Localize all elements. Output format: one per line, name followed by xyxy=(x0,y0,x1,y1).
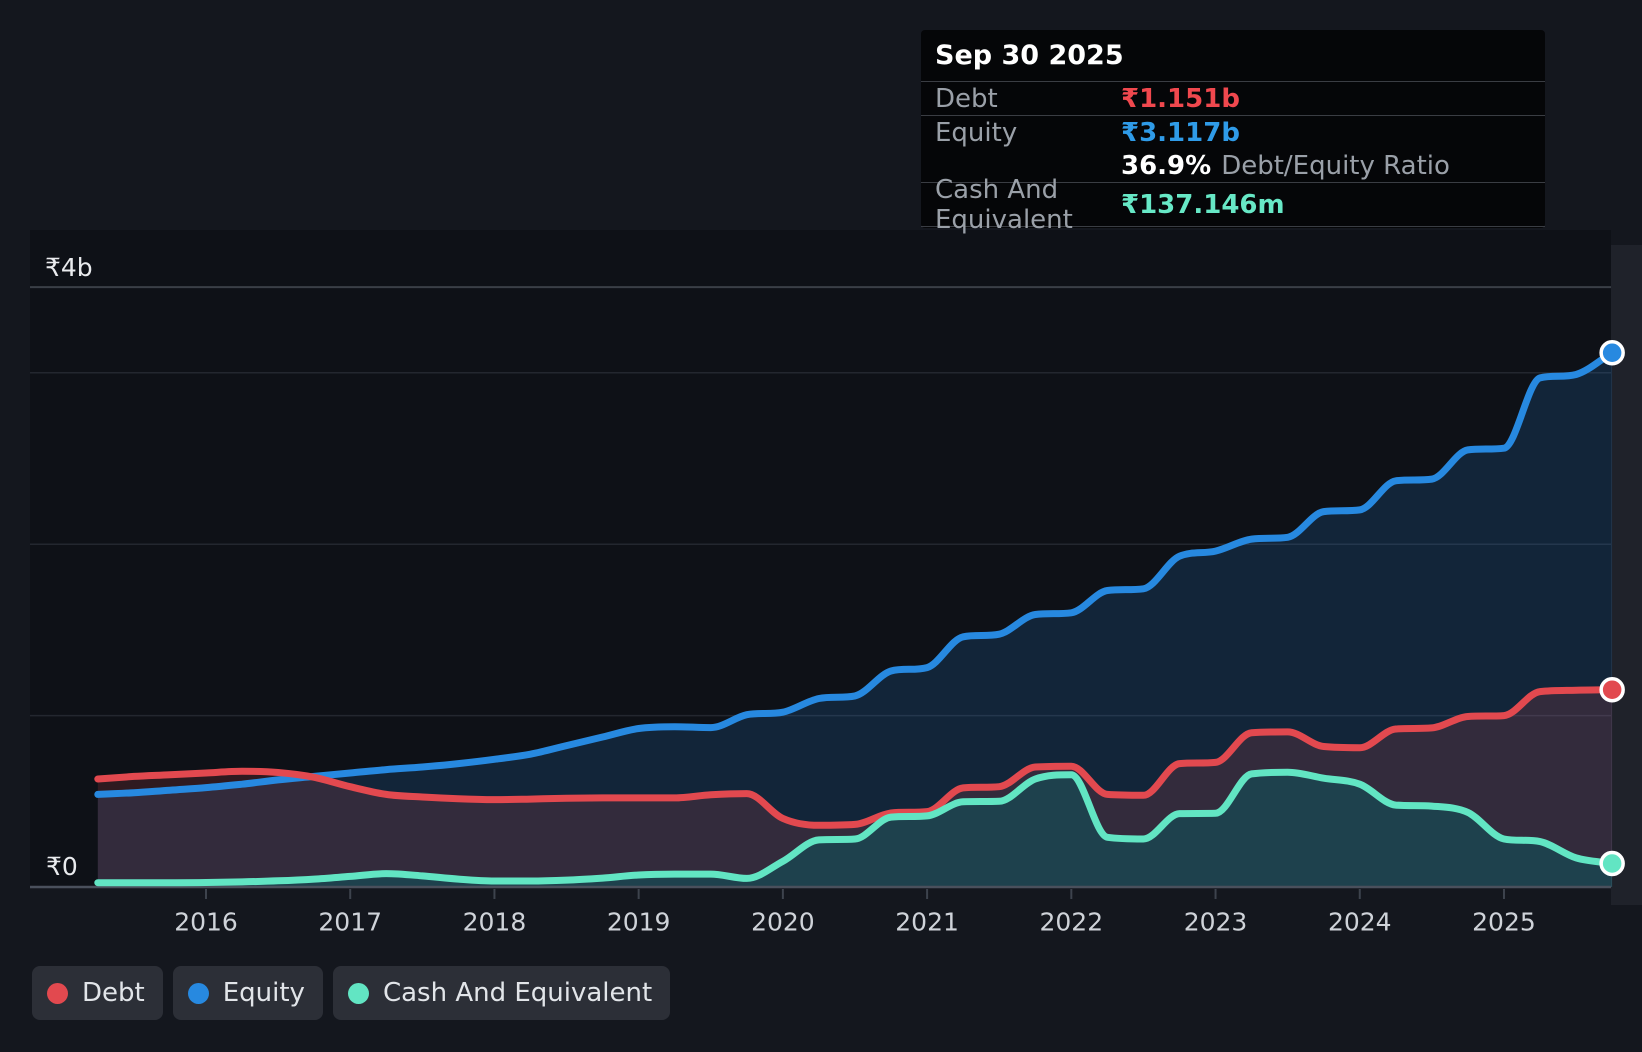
tooltip-row-ratio: 36.9% Debt/Equity Ratio xyxy=(921,149,1545,183)
svg-text:2016: 2016 xyxy=(174,907,238,936)
svg-text:2018: 2018 xyxy=(463,907,527,936)
series-line-equity xyxy=(94,349,1616,798)
gridlines xyxy=(30,286,1611,717)
svg-text:2017: 2017 xyxy=(318,907,382,936)
legend-debt-label: Debt xyxy=(82,978,145,1008)
x-axis-ticks xyxy=(205,889,1505,899)
legend-item-equity[interactable]: Equity xyxy=(172,966,323,1020)
tooltip-row-cash: Cash And Equivalent ₹137.146m xyxy=(921,175,1545,235)
tooltip-equity-value: ₹3.117b xyxy=(1121,117,1240,148)
tooltip-ratio-label: Debt/Equity Ratio xyxy=(1221,150,1450,181)
svg-text:2022: 2022 xyxy=(1040,907,1104,936)
equity-series-dot-icon xyxy=(187,982,209,1004)
endpoint-dot-cash-and-equivalent xyxy=(1599,850,1625,877)
tooltip-debt-label: Debt xyxy=(935,83,998,114)
tooltip-date: Sep 30 2025 xyxy=(921,30,1545,82)
series-lines xyxy=(94,339,1625,887)
tooltip-row-equity: Equity ₹3.117b xyxy=(921,116,1545,149)
series-areas xyxy=(97,352,1613,887)
tooltip-debt-value: ₹1.151b xyxy=(1121,83,1240,114)
chart-legend: Debt Equity Cash And Equivalent xyxy=(32,966,671,1020)
legend-cash-label: Cash And Equivalent xyxy=(382,978,653,1008)
series-line-cash-and-equivalent xyxy=(94,768,1616,887)
x-axis-labels: 2016 2017 2018 2019 2020 2021 2022 2023 2024 2025 xyxy=(174,907,1536,936)
cash-series-dot-icon xyxy=(347,982,369,1004)
tooltip-cash-value: ₹137.146m xyxy=(1121,189,1285,220)
svg-text:2024: 2024 xyxy=(1328,907,1392,936)
legend-item-cash[interactable]: Cash And Equivalent xyxy=(332,966,671,1020)
svg-text:2019: 2019 xyxy=(607,907,671,936)
y-axis-zero-label: ₹0 xyxy=(46,852,78,881)
endpoint-dot-debt xyxy=(1599,676,1625,703)
legend-item-debt[interactable]: Debt xyxy=(32,966,163,1020)
tooltip-row-debt: Debt ₹1.151b xyxy=(921,82,1545,116)
endpoint-dot-equity xyxy=(1599,339,1625,366)
tooltip-ratio-value: 36.9% xyxy=(1121,150,1212,181)
y-axis-top-label: ₹4b xyxy=(45,253,93,282)
legend-equity-label: Equity xyxy=(222,978,305,1008)
tooltip-equity-label: Equity xyxy=(935,117,1018,148)
tooltip-cash-label: Cash And Equivalent xyxy=(935,174,1073,235)
svg-text:2025: 2025 xyxy=(1472,907,1536,936)
series-line-debt xyxy=(94,686,1616,829)
debt-series-dot-icon xyxy=(47,982,68,1004)
svg-text:2023: 2023 xyxy=(1184,907,1248,936)
chart-tooltip: Sep 30 2025 Debt ₹1.151b Equity ₹3.117b … xyxy=(921,30,1545,235)
svg-text:2020: 2020 xyxy=(751,907,815,936)
svg-text:2021: 2021 xyxy=(895,907,959,936)
